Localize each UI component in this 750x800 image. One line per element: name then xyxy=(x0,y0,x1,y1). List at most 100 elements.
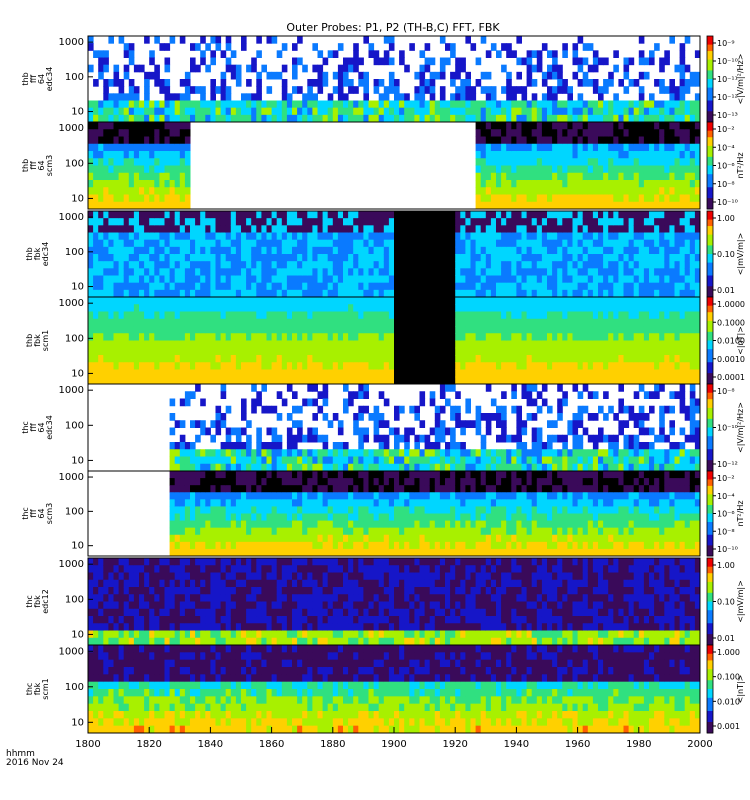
spectrogram-cell xyxy=(470,43,477,51)
spectrogram-cell xyxy=(159,369,165,378)
spectrogram-cell xyxy=(276,239,283,248)
spectrogram-cell xyxy=(210,369,216,378)
spectrogram-cell xyxy=(409,254,415,262)
spectrogram-cell xyxy=(327,297,334,305)
spectrogram-cell xyxy=(235,79,242,87)
spectrogram-cell xyxy=(399,282,405,291)
spectrogram-cell xyxy=(475,232,482,241)
spectrogram-cell xyxy=(414,369,420,378)
spectrogram-cell xyxy=(536,304,543,312)
spectrogram-cell xyxy=(271,282,278,291)
spectrogram-cell xyxy=(592,187,599,195)
spectrogram-cell xyxy=(195,43,201,51)
spectrogram-cell xyxy=(302,369,308,378)
spectrogram-cell xyxy=(139,304,145,312)
spectrogram-cell xyxy=(434,107,441,116)
spectrogram-cell xyxy=(246,362,252,370)
spectrogram-cell xyxy=(144,201,150,210)
spectrogram-cell xyxy=(358,107,364,116)
spectrogram-cell xyxy=(439,114,446,123)
y-axis-label-line: scm1 xyxy=(41,330,50,351)
spectrogram-cell xyxy=(450,218,456,226)
spectrogram-cell xyxy=(592,57,599,66)
spectrogram-cell xyxy=(88,275,94,284)
spectrogram-cell xyxy=(383,232,390,241)
spectrogram-cell xyxy=(388,100,395,109)
spectrogram-cell xyxy=(608,187,614,195)
spectrogram-cell xyxy=(383,369,390,378)
spectrogram-cell xyxy=(567,232,573,241)
spectrogram-cell xyxy=(465,333,471,341)
spectrogram-cell xyxy=(241,239,247,248)
spectrogram-cell xyxy=(659,180,665,188)
spectrogram-cell xyxy=(210,456,216,465)
spectrogram-cell xyxy=(353,326,359,334)
spectrogram-cell xyxy=(292,261,298,269)
colorbar-segment xyxy=(707,303,713,307)
spectrogram-cell xyxy=(343,463,349,472)
spectrogram-cell xyxy=(450,340,456,349)
spectrogram-cell xyxy=(149,254,155,262)
spectrogram-cell xyxy=(439,268,446,276)
spectrogram-cell xyxy=(327,355,334,363)
spectrogram-cell xyxy=(373,405,380,414)
spectrogram-cell xyxy=(128,107,135,116)
spectrogram-cell xyxy=(292,71,298,80)
spectrogram-cell xyxy=(394,218,400,226)
spectrogram-cell xyxy=(404,297,410,305)
spectrogram-cell xyxy=(399,340,405,349)
spectrogram-cell xyxy=(144,194,150,203)
spectrogram-cell xyxy=(577,318,584,327)
spectrogram-thb-fff64-edc34 xyxy=(88,36,701,123)
spectrogram-cell xyxy=(633,211,640,219)
spectrogram-cell xyxy=(286,100,293,109)
spectrogram-cell xyxy=(113,275,120,284)
spectrogram-cell xyxy=(419,311,426,320)
spectrogram-cell xyxy=(225,326,232,334)
spectrogram-cell xyxy=(598,143,604,152)
spectrogram-cell xyxy=(205,100,211,109)
spectrogram-cell xyxy=(118,318,125,327)
spectrogram-cell xyxy=(455,86,461,94)
spectrogram-cell xyxy=(144,376,150,385)
spectrogram-cell xyxy=(184,211,191,219)
spectrogram-cell xyxy=(603,239,609,248)
spectrogram-cell xyxy=(582,369,589,378)
spectrogram-cell xyxy=(664,304,670,312)
spectrogram-cell xyxy=(327,211,334,219)
spectrogram-cell xyxy=(404,340,410,349)
spectrogram-cell xyxy=(623,369,630,378)
spectrogram-cell xyxy=(93,107,99,116)
spectrogram-cell xyxy=(368,225,375,233)
spectrogram-cell xyxy=(577,107,584,116)
spectrogram-cell xyxy=(638,311,645,320)
spectrogram-cell xyxy=(572,261,579,269)
spectrogram-cell xyxy=(414,275,420,284)
spectrogram-cell xyxy=(501,304,507,312)
spectrogram-cell xyxy=(409,297,415,305)
spectrogram-cell xyxy=(439,297,446,305)
y-axis-label-line: edc34 xyxy=(41,242,50,267)
spectrogram-cell xyxy=(674,239,681,248)
spectrogram-cell xyxy=(536,289,543,298)
spectrogram-cell xyxy=(434,340,441,349)
spectrogram-cell xyxy=(327,218,334,226)
spectrogram-cell xyxy=(623,201,630,210)
spectrogram-cell xyxy=(103,304,109,312)
spectrogram-cell xyxy=(113,151,120,159)
spectrogram-cell xyxy=(562,50,568,58)
spectrogram-cell xyxy=(598,100,604,109)
spectrogram-cell xyxy=(195,311,201,320)
spectrogram-cell xyxy=(302,463,308,472)
spectrogram-cell xyxy=(694,165,701,174)
spectrogram-cell xyxy=(552,129,558,137)
spectrogram-cell xyxy=(210,93,216,101)
spectrogram-cell xyxy=(516,151,522,159)
spectrogram-cell xyxy=(674,340,681,349)
spectrogram-cell xyxy=(592,340,599,349)
spectrogram-cell xyxy=(613,180,619,188)
spectrogram-cell xyxy=(358,427,364,436)
spectrogram-cell xyxy=(215,333,222,341)
spectrogram-cell xyxy=(363,326,369,334)
